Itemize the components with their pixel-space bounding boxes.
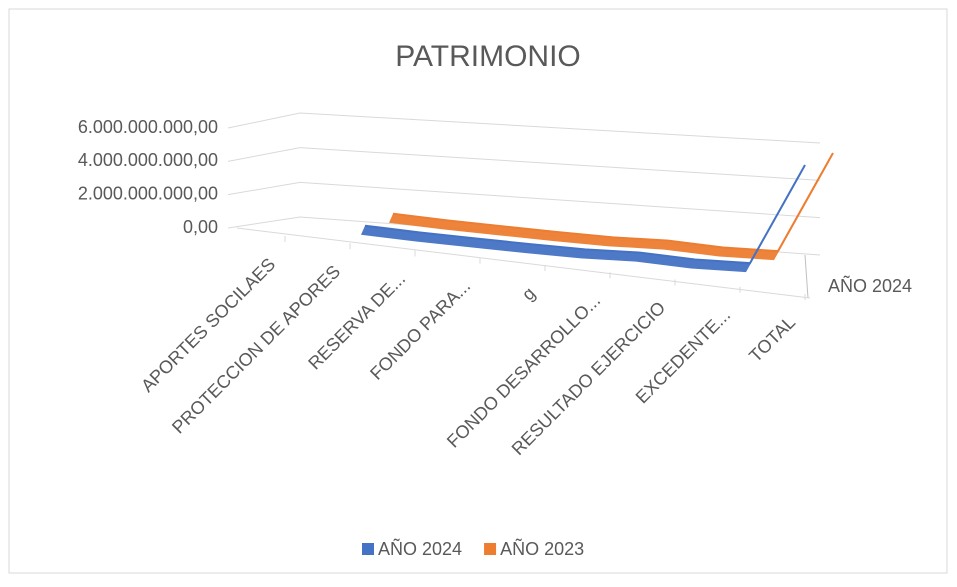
y-tick-label: 0,00	[183, 217, 218, 237]
x-axis	[236, 227, 811, 299]
series-line	[392, 152, 834, 253]
grid-line	[227, 181, 821, 219]
chart-border	[8, 8, 948, 574]
series-ribbon	[389, 153, 833, 261]
y-tick-label: 6.000.000.000,00	[78, 117, 218, 137]
series-line	[364, 164, 806, 265]
series-ribbon	[361, 165, 805, 273]
chart-title: PATRIMONIO	[395, 40, 581, 73]
legend-label: AÑO 2024	[378, 538, 462, 559]
legend-swatch	[484, 543, 497, 555]
depth-axis	[804, 254, 809, 299]
depth-label: AÑO 2024	[828, 275, 912, 296]
y-tick-label: 2.000.000.000,00	[78, 183, 218, 203]
y-tick-label: 4.000.000.000,00	[78, 150, 218, 170]
grid-line	[227, 112, 821, 144]
grid-line	[227, 147, 821, 181]
legend-swatch	[362, 543, 374, 555]
legend-label: AÑO 2023	[500, 538, 584, 559]
